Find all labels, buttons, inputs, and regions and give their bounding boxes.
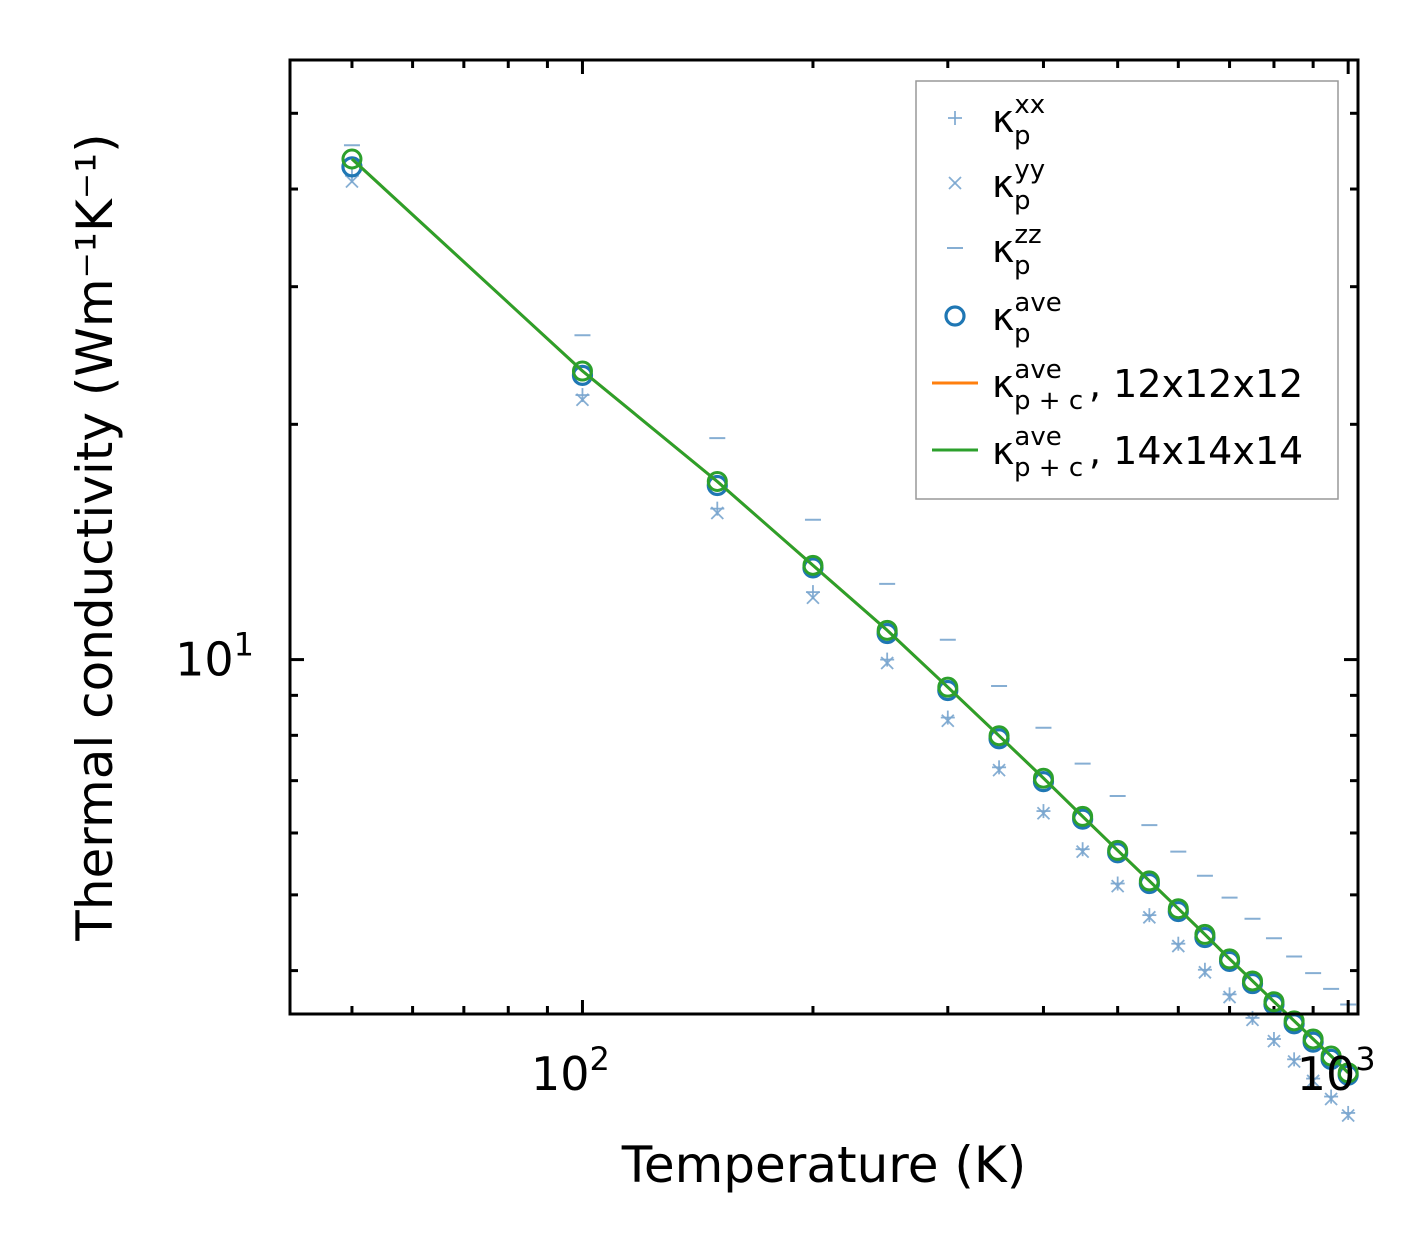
legend-marker-1 xyxy=(948,176,962,190)
series-point-5 xyxy=(876,619,898,641)
legend-entry-0: κxx p xyxy=(948,90,1045,151)
series-point-0 xyxy=(1324,1089,1339,1104)
series-point-1 xyxy=(1198,965,1212,979)
data-marks xyxy=(341,144,1359,1123)
series-point-5 xyxy=(802,554,824,576)
legend-label-4: κave p + c, 12x12x12 xyxy=(992,355,1303,416)
series-point-5 xyxy=(1283,1010,1305,1032)
series-point-5 xyxy=(937,676,959,698)
series-point-5 xyxy=(1337,1062,1359,1084)
series-point-1 xyxy=(1142,910,1157,924)
series-point-5 xyxy=(1032,767,1054,789)
series-point-5 xyxy=(1320,1045,1342,1067)
series-point-1 xyxy=(1075,844,1090,859)
legend-label-2: κzz p xyxy=(992,220,1042,281)
series-point-1 xyxy=(575,393,590,407)
series-point-0 xyxy=(940,710,955,725)
legend-entry-2: κzz p xyxy=(947,220,1042,281)
series-point-1 xyxy=(880,656,894,670)
y-axis-label: Thermal conductivity (Wm⁻¹K⁻¹) xyxy=(66,133,124,941)
legend-label-3: κave p xyxy=(992,288,1062,349)
series-point-1 xyxy=(1267,1034,1281,1048)
series-point-1 xyxy=(1111,879,1125,893)
legend-entry-3: κave p xyxy=(944,288,1062,349)
series-point-0 xyxy=(1110,876,1125,891)
legend-label-1: κyy p xyxy=(992,155,1045,216)
plot-frame xyxy=(288,58,1360,1016)
series-point-5 xyxy=(1219,948,1241,970)
series-point-0 xyxy=(1075,842,1090,857)
series-point-0 xyxy=(1036,804,1051,819)
series-point-1 xyxy=(941,714,955,728)
legend-entry-1: κyy p xyxy=(948,155,1045,216)
series-point-1 xyxy=(1341,1108,1355,1123)
series-point-5 xyxy=(1107,839,1129,861)
x-axis-label: Temperature (K) xyxy=(621,1136,1026,1194)
legend-box xyxy=(915,80,1339,500)
y-tick-labels: 101 xyxy=(175,626,254,687)
series-point-5 xyxy=(1263,991,1285,1013)
legend-entry-5: κave p + c, 14x14x14 xyxy=(932,422,1303,483)
series-point-1 xyxy=(1036,806,1051,820)
series-point-0 xyxy=(1171,936,1186,951)
x-tick-label: 102 xyxy=(531,1040,610,1101)
series-point-0 xyxy=(1306,1071,1321,1086)
series-point-5 xyxy=(1302,1028,1324,1050)
series-point-5 xyxy=(988,725,1010,747)
series-line-5 xyxy=(350,157,1350,1074)
series-point-1 xyxy=(1324,1092,1338,1106)
x-tick-label: 103 xyxy=(1297,1040,1376,1101)
legend-label-0: κxx p xyxy=(992,90,1045,151)
legend-label-5: κave p + c, 14x14x14 xyxy=(992,422,1303,483)
series-point-5 xyxy=(1072,805,1094,827)
series-point-0 xyxy=(1197,962,1212,977)
series-point-1 xyxy=(806,591,820,605)
series-5 xyxy=(341,148,1359,1084)
series-point-1 xyxy=(710,506,724,520)
y-tick-label: 101 xyxy=(175,626,254,687)
series-point-5 xyxy=(706,470,728,492)
series-point-5 xyxy=(1242,970,1264,992)
series-point-0 xyxy=(992,760,1007,775)
series-point-5 xyxy=(1138,870,1160,892)
major-ticks xyxy=(290,60,1358,1014)
series-point-1 xyxy=(1222,990,1237,1004)
series-point-1 xyxy=(1245,1013,1260,1027)
legend-marker-3 xyxy=(944,305,966,327)
series-1 xyxy=(345,174,1355,1123)
series-point-5 xyxy=(341,148,363,170)
series-point-5 xyxy=(1167,898,1189,920)
series-point-1 xyxy=(1171,939,1185,953)
series-point-5 xyxy=(1194,923,1216,945)
series-point-1 xyxy=(992,763,1006,777)
legend-entry-4: κave p + c, 12x12x12 xyxy=(932,355,1303,416)
series-point-0 xyxy=(1222,987,1237,1002)
series-point-0 xyxy=(1341,1105,1356,1120)
series-point-1 xyxy=(1287,1054,1301,1069)
x-tick-labels: 102 103 xyxy=(531,1040,1376,1101)
series-point-1 xyxy=(1306,1074,1320,1088)
series-point-0 xyxy=(1287,1052,1302,1067)
series-point-5 xyxy=(571,360,593,382)
series-point-0 xyxy=(1142,908,1157,923)
series-2 xyxy=(343,144,1357,1006)
legend-marker-0 xyxy=(948,111,962,125)
series-point-0 xyxy=(1266,1032,1281,1047)
series-point-1 xyxy=(345,174,359,189)
